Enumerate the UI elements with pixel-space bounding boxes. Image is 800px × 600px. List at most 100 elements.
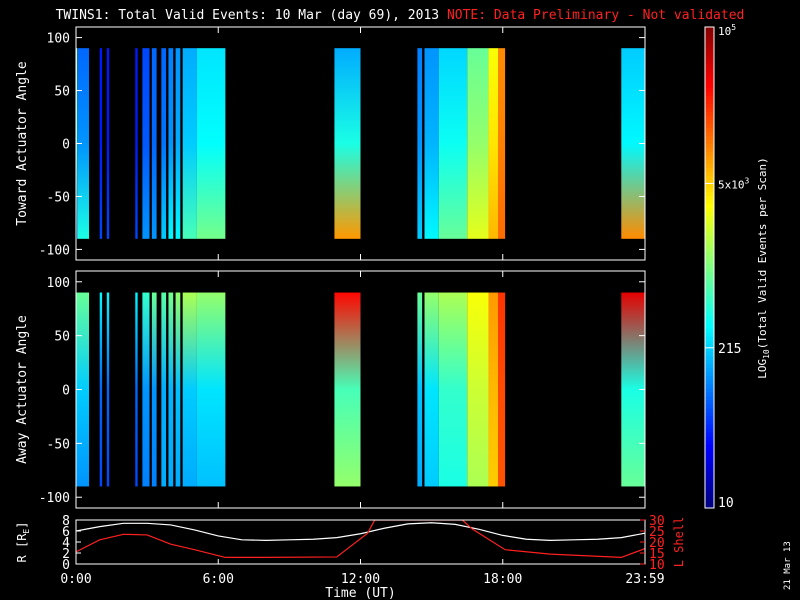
colorbar-segment bbox=[705, 35, 714, 40]
heatmap-column bbox=[182, 292, 197, 487]
heatmap-column bbox=[142, 48, 150, 239]
heatmap-column bbox=[99, 48, 103, 239]
colorbar-segment bbox=[705, 107, 714, 112]
colorbar-segment bbox=[705, 167, 714, 172]
colorbar-segment bbox=[705, 131, 714, 136]
colorbar-segment bbox=[705, 339, 714, 345]
colorbar-segment bbox=[705, 279, 714, 285]
right-y-tick-label: 25 bbox=[649, 525, 665, 540]
right-y-tick-label: 30 bbox=[649, 514, 665, 529]
y-tick-label: 50 bbox=[54, 330, 70, 345]
y-tick-label: -100 bbox=[39, 243, 70, 258]
colorbar-segment bbox=[705, 431, 714, 437]
colorbar-segment bbox=[705, 87, 714, 92]
colorbar-segment bbox=[705, 195, 714, 200]
colorbar-segment bbox=[705, 367, 714, 373]
heatmap-column bbox=[106, 292, 110, 487]
heatmap-column bbox=[175, 48, 181, 239]
colorbar-segment bbox=[705, 311, 714, 317]
colorbar-segment bbox=[705, 447, 714, 453]
y-tick-label: 100 bbox=[47, 276, 70, 291]
l-shell-axis-label: L Shell bbox=[672, 517, 686, 568]
colorbar-segment bbox=[705, 271, 714, 277]
x-tick-label: 18:00 bbox=[483, 572, 522, 587]
orbit-y-label-main: R [R bbox=[15, 533, 29, 563]
colorbar-segment bbox=[705, 119, 714, 124]
colorbar-segment bbox=[705, 475, 714, 481]
l-shell-line bbox=[76, 520, 645, 559]
y-tick-label: 2 bbox=[62, 547, 70, 562]
colorbar-segment bbox=[705, 159, 714, 164]
y-tick-label: 100 bbox=[47, 32, 70, 47]
heatmap-column bbox=[334, 48, 361, 239]
colorbar-segment bbox=[705, 239, 714, 245]
heatmap-column bbox=[77, 48, 90, 239]
colorbar-segment bbox=[705, 219, 714, 225]
colorbar-segment bbox=[705, 503, 714, 509]
colorbar-segment bbox=[705, 495, 714, 501]
colorbar-segment bbox=[705, 51, 714, 56]
colorbar-segment bbox=[705, 27, 714, 32]
colorbar-segment bbox=[705, 327, 714, 333]
colorbar-segment bbox=[705, 31, 714, 36]
colorbar-segment bbox=[705, 231, 714, 237]
colorbar-segment bbox=[705, 251, 714, 257]
colorbar-segment bbox=[705, 331, 714, 337]
y-tick-label: 50 bbox=[54, 85, 70, 100]
colorbar-segment bbox=[705, 423, 714, 429]
heatmap-column bbox=[161, 292, 167, 487]
y-axis-label: Toward Actuator Angle bbox=[15, 61, 30, 226]
heatmap-column bbox=[621, 48, 645, 239]
heatmap-column bbox=[106, 48, 110, 239]
colorbar-segment bbox=[705, 287, 714, 293]
colorbar-segment bbox=[705, 471, 714, 477]
colorbar-5e3-base: 5x10 bbox=[718, 178, 745, 191]
y-tick-label: -50 bbox=[47, 190, 70, 205]
colorbar-segment bbox=[705, 467, 714, 473]
colorbar-segment bbox=[705, 387, 714, 393]
heatmap-column bbox=[424, 48, 439, 239]
colorbar-segment bbox=[705, 303, 714, 309]
colorbar-label-sub: 10 bbox=[762, 349, 771, 359]
right-y-tick-label: 20 bbox=[649, 536, 665, 551]
heatmap-column bbox=[467, 48, 489, 239]
heatmap-column bbox=[135, 292, 138, 487]
colorbar-segment bbox=[705, 395, 714, 401]
colorbar-min-label: 10 bbox=[718, 496, 734, 511]
colorbar-segment bbox=[705, 43, 714, 48]
colorbar-segment bbox=[705, 379, 714, 385]
colorbar-segment bbox=[705, 275, 714, 281]
colorbar-segment bbox=[705, 319, 714, 325]
date-stamp: 21 Mar 13 bbox=[783, 541, 793, 590]
colorbar-segment bbox=[705, 363, 714, 369]
colorbar-segment bbox=[705, 343, 714, 349]
colorbar-segment bbox=[705, 499, 714, 505]
plot-title: TWINS1: Total Valid Events: 10 Mar (day … bbox=[0, 8, 800, 23]
colorbar-segment bbox=[705, 155, 714, 160]
colorbar-segment bbox=[705, 263, 714, 269]
right-y-tick-label: 10 bbox=[649, 558, 665, 573]
colorbar-segment bbox=[705, 199, 714, 204]
colorbar-segment bbox=[705, 75, 714, 80]
colorbar-segment bbox=[705, 439, 714, 445]
colorbar-segment bbox=[705, 483, 714, 489]
colorbar-segment bbox=[705, 351, 714, 357]
heatmap-column bbox=[76, 292, 90, 487]
colorbar-segment bbox=[705, 203, 714, 208]
colorbar-segment bbox=[705, 235, 714, 241]
colorbar-segment bbox=[705, 411, 714, 417]
x-axis-label: Time (UT) bbox=[325, 586, 395, 600]
colorbar-segment bbox=[705, 479, 714, 485]
colorbar-segment bbox=[705, 247, 714, 253]
colorbar-segment bbox=[705, 55, 714, 60]
heatmap-column bbox=[467, 292, 489, 487]
colorbar-segment bbox=[705, 143, 714, 148]
colorbar-segment bbox=[705, 355, 714, 361]
heatmap-column bbox=[175, 292, 181, 487]
colorbar-segment bbox=[705, 171, 714, 176]
colorbar-segment bbox=[705, 359, 714, 365]
colorbar bbox=[704, 26, 715, 509]
colorbar-segment bbox=[705, 259, 714, 265]
y-tick-label: -100 bbox=[39, 491, 70, 506]
y-tick-label: 8 bbox=[62, 514, 70, 529]
